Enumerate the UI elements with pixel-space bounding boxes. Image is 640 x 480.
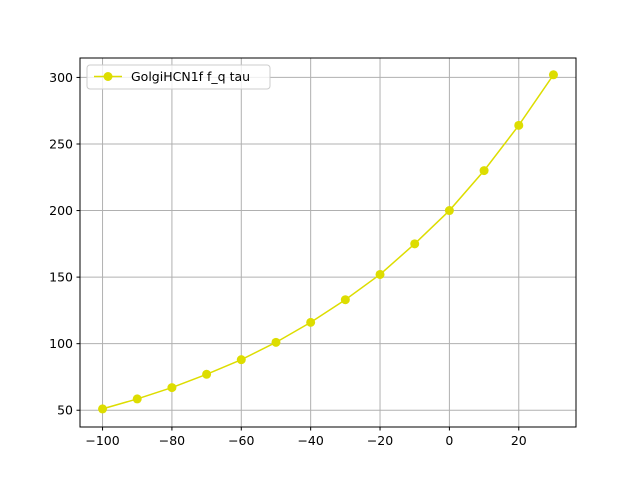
y-tick-label: 200 [49, 203, 73, 218]
series-line [102, 74, 555, 410]
data-point [340, 295, 350, 305]
y-axis: 50 100 150 200 250 300 [49, 70, 80, 418]
y-tick-label: 50 [57, 403, 73, 418]
data-point [306, 317, 316, 327]
data-point [236, 355, 246, 365]
legend-label: GolgiHCN1f f_q tau [131, 69, 250, 84]
y-tick-label: 300 [49, 70, 73, 85]
y-tick-label: 150 [49, 270, 73, 285]
data-point [548, 70, 558, 80]
y-tick-label: 250 [49, 136, 73, 151]
plot-frame [79, 57, 577, 428]
x-tick-label: 0 [445, 433, 453, 448]
data-point [444, 206, 454, 216]
x-tick-label: −100 [85, 433, 119, 448]
x-axis: −100 −80 −60 −40 −20 0 20 [85, 427, 527, 448]
legend-box [86, 64, 271, 90]
data-point [98, 404, 108, 414]
data-point [410, 239, 420, 249]
x-tick-label: 20 [511, 433, 527, 448]
grid-lines [80, 58, 576, 427]
data-point [479, 166, 489, 176]
x-tick-label: −80 [159, 433, 185, 448]
x-tick-label: −20 [367, 433, 393, 448]
data-point [271, 337, 281, 347]
x-tick-label: −60 [228, 433, 254, 448]
data-point [375, 269, 385, 279]
legend: GolgiHCN1f f_q tau [86, 64, 271, 90]
series-layer [98, 70, 558, 414]
data-point [167, 383, 177, 393]
data-point [132, 394, 142, 404]
data-point [202, 369, 212, 379]
x-tick-label: −40 [297, 433, 323, 448]
legend-marker-swatch [103, 72, 113, 81]
y-tick-label: 100 [49, 336, 73, 351]
data-point [514, 120, 524, 130]
